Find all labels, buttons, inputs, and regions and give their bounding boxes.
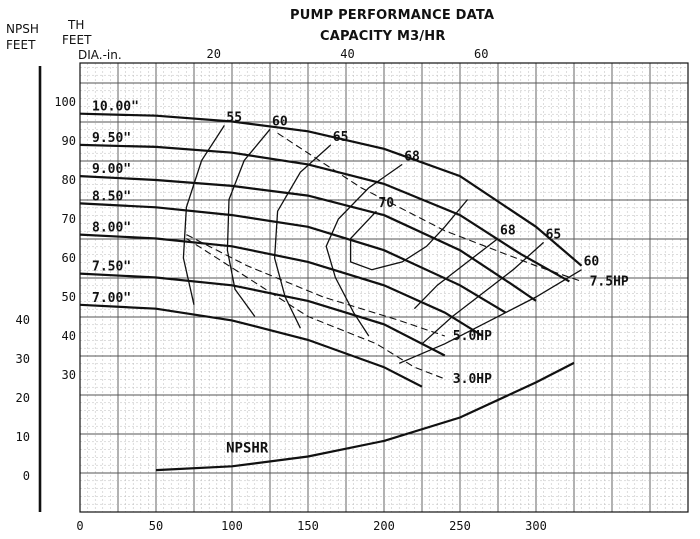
x-top-tick-label: 20 — [207, 47, 221, 61]
impeller-curve — [79, 112, 583, 267]
impeller-curve — [79, 303, 423, 388]
impeller-diameter-label: 9.50" — [92, 131, 131, 146]
efficiency-label: 55 — [226, 110, 242, 125]
horsepower-line — [186, 238, 445, 380]
impeller-diameter-label: 7.00" — [92, 291, 131, 306]
horsepower-line — [186, 234, 445, 337]
impeller-curve — [79, 233, 484, 337]
y-npsh-tick-label: 0 — [23, 469, 30, 483]
th-unit-label: FEET — [62, 33, 92, 47]
efficiency-label: 60 — [272, 114, 288, 129]
y-head-tick-label: 60 — [62, 251, 76, 265]
horsepower-line — [277, 132, 582, 282]
y-npsh-tick-label: 20 — [16, 391, 30, 405]
npsh-axis-label: NPSH — [6, 22, 39, 36]
y-head-tick-label: 50 — [62, 290, 76, 304]
efficiency-label: 70 — [378, 196, 394, 211]
impeller-diameter-label: 7.50" — [92, 260, 131, 275]
chart-title: PUMP PERFORMANCE DATA — [290, 8, 495, 23]
x-tick-label: 50 — [149, 519, 163, 533]
efficiency-label: 65 — [546, 227, 562, 242]
efficiency-label: 68 — [500, 224, 516, 239]
impeller-curve — [79, 175, 537, 302]
x-top-tick-label: 40 — [340, 47, 354, 61]
impeller-diameter-label: 9.00" — [92, 162, 131, 177]
y-head-tick-label: 100 — [54, 95, 76, 109]
horsepower-label: 5.0HP — [453, 329, 492, 344]
impeller-curve — [79, 272, 446, 357]
dia-label: DIA.-in. — [78, 48, 122, 62]
x-tick-label: 150 — [297, 519, 319, 533]
efficiency-curve — [413, 237, 499, 310]
y-npsh-tick-label: 10 — [16, 430, 30, 444]
th-axis-label: TH — [68, 18, 85, 32]
y-head-tick-label: 70 — [62, 212, 76, 226]
y-head-tick-label: 80 — [62, 173, 76, 187]
y-head-tick-label: 30 — [62, 368, 76, 382]
impeller-diameter-label: 8.50" — [92, 189, 131, 204]
efficiency-label: 60 — [584, 255, 600, 270]
x-tick-label: 250 — [449, 519, 471, 533]
x-top-tick-label: 60 — [474, 47, 488, 61]
efficiency-curve — [325, 163, 403, 337]
npshr-curve — [155, 361, 575, 472]
chart-subtitle: CAPACITY M3/HR — [320, 29, 446, 44]
impeller-diameter-label: 10.00" — [92, 100, 139, 115]
efficiency-curve — [273, 144, 332, 329]
y-npsh-tick-label: 30 — [16, 352, 30, 366]
efficiency-curve — [398, 269, 582, 364]
efficiency-label: 68 — [404, 149, 420, 164]
efficiency-curve — [349, 199, 469, 271]
x-tick-label: 200 — [373, 519, 395, 533]
npsh-unit-label: FEET — [6, 38, 36, 52]
npshr-label: NPSHR — [226, 441, 269, 457]
impeller-curve — [79, 143, 570, 283]
efficiency-curve — [182, 125, 225, 305]
impeller-curve — [79, 202, 507, 314]
x-tick-label: 0 — [76, 519, 83, 533]
efficiency-curve — [226, 128, 271, 317]
y-head-tick-label: 90 — [62, 134, 76, 148]
impeller-diameter-label: 8.00" — [92, 221, 131, 236]
efficiency-label: 65 — [333, 130, 349, 145]
horsepower-label: 7.5HP — [590, 274, 629, 289]
y-npsh-tick-label: 40 — [16, 313, 30, 327]
x-tick-label: 100 — [221, 519, 243, 533]
y-head-tick-label: 40 — [62, 329, 76, 343]
horsepower-label: 3.0HP — [453, 372, 492, 387]
x-tick-label: 300 — [525, 519, 547, 533]
plot-frame — [79, 62, 689, 513]
